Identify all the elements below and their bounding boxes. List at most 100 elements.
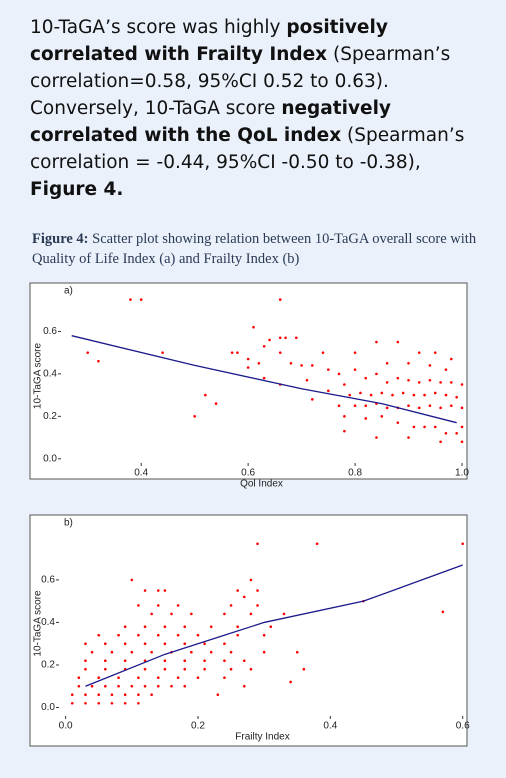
data-point bbox=[315, 542, 319, 546]
data-point bbox=[407, 378, 410, 382]
data-point bbox=[359, 391, 362, 395]
data-point bbox=[229, 667, 233, 671]
data-point bbox=[130, 684, 134, 688]
data-point bbox=[284, 336, 287, 340]
data-point bbox=[104, 684, 107, 688]
bold-text: positively correlated with Frailty Index bbox=[30, 17, 388, 65]
data-point bbox=[353, 404, 357, 408]
data-point bbox=[249, 667, 253, 671]
data-point bbox=[139, 298, 143, 301]
data-point bbox=[150, 612, 153, 616]
data-point bbox=[214, 402, 218, 405]
fit-line bbox=[85, 564, 463, 687]
data-point bbox=[84, 642, 87, 646]
data-point bbox=[110, 650, 114, 654]
data-point bbox=[460, 406, 464, 410]
data-point bbox=[295, 650, 299, 654]
data-point bbox=[203, 667, 206, 671]
data-point bbox=[343, 383, 346, 386]
data-point bbox=[163, 642, 167, 646]
x-axis-label: Frailty Index bbox=[235, 732, 289, 743]
data-point bbox=[385, 361, 389, 365]
caption-text: Scatter plot showing relation between 10… bbox=[32, 231, 477, 267]
x-tick-label: 0.0 bbox=[59, 721, 73, 732]
data-point bbox=[460, 425, 464, 429]
data-point bbox=[262, 376, 266, 380]
data-point bbox=[396, 376, 400, 380]
data-point bbox=[256, 589, 259, 592]
x-tick-label: 0.4 bbox=[323, 721, 337, 732]
data-point bbox=[300, 364, 303, 367]
panel-label: a) bbox=[64, 286, 73, 297]
data-point bbox=[190, 650, 193, 654]
data-point bbox=[268, 338, 271, 342]
data-point bbox=[243, 684, 246, 688]
data-point bbox=[223, 612, 226, 616]
data-point bbox=[156, 684, 160, 688]
data-point bbox=[348, 393, 352, 397]
data-point bbox=[236, 625, 239, 628]
data-point bbox=[104, 667, 107, 671]
y-tick-label: 0.4 bbox=[41, 617, 55, 628]
data-point bbox=[364, 376, 368, 380]
data-point bbox=[380, 391, 384, 395]
data-point bbox=[444, 393, 448, 397]
data-point bbox=[262, 344, 266, 348]
data-point bbox=[417, 381, 421, 384]
data-point bbox=[223, 676, 226, 680]
data-point bbox=[417, 351, 421, 354]
x-tick-label: 0.6 bbox=[456, 721, 470, 732]
data-point bbox=[305, 378, 309, 382]
data-point bbox=[156, 589, 160, 592]
data-point bbox=[97, 701, 101, 705]
data-point bbox=[223, 659, 226, 663]
data-point bbox=[375, 340, 378, 344]
data-point bbox=[302, 667, 306, 671]
data-point bbox=[117, 684, 120, 688]
data-point bbox=[460, 440, 464, 444]
data-point bbox=[460, 383, 464, 386]
data-point bbox=[70, 693, 74, 697]
fit-line bbox=[71, 335, 457, 424]
x-tick-label: 0.6 bbox=[241, 468, 255, 479]
data-point bbox=[77, 676, 81, 680]
bold-text: Figure 4. bbox=[30, 179, 124, 200]
data-point bbox=[209, 625, 213, 628]
data-point bbox=[183, 642, 187, 646]
data-point bbox=[444, 368, 448, 371]
chart-frame bbox=[29, 514, 468, 747]
data-point bbox=[176, 676, 180, 680]
data-point bbox=[84, 667, 87, 671]
data-point bbox=[375, 436, 378, 439]
data-point bbox=[97, 693, 101, 697]
data-point bbox=[156, 633, 160, 637]
data-point bbox=[193, 415, 196, 418]
data-point bbox=[104, 642, 107, 646]
data-point bbox=[428, 378, 432, 382]
data-point bbox=[321, 351, 325, 354]
y-tick-label: 0.4 bbox=[43, 369, 57, 380]
x-tick-label: 0.4 bbox=[134, 468, 148, 479]
data-point bbox=[417, 406, 421, 410]
data-point bbox=[183, 659, 187, 663]
panel-label: b) bbox=[64, 518, 73, 529]
data-point bbox=[163, 659, 167, 663]
y-tick-label: 0.6 bbox=[43, 326, 57, 337]
data-point bbox=[433, 391, 437, 395]
data-point bbox=[190, 612, 193, 616]
data-point bbox=[278, 351, 282, 354]
data-point bbox=[137, 604, 140, 607]
data-point bbox=[209, 650, 213, 654]
text-run: (Spearman’s correlation=0.58, 95%CI 0.52… bbox=[30, 44, 451, 119]
figure-caption: Figure 4: Scatter plot showing relation … bbox=[32, 229, 482, 269]
data-point bbox=[196, 676, 200, 680]
data-point bbox=[137, 633, 140, 637]
data-point bbox=[123, 642, 127, 646]
data-point bbox=[407, 436, 410, 439]
data-point bbox=[137, 701, 140, 705]
data-point bbox=[310, 398, 314, 401]
data-point bbox=[423, 393, 426, 397]
data-point bbox=[170, 684, 173, 688]
data-point bbox=[337, 404, 341, 408]
